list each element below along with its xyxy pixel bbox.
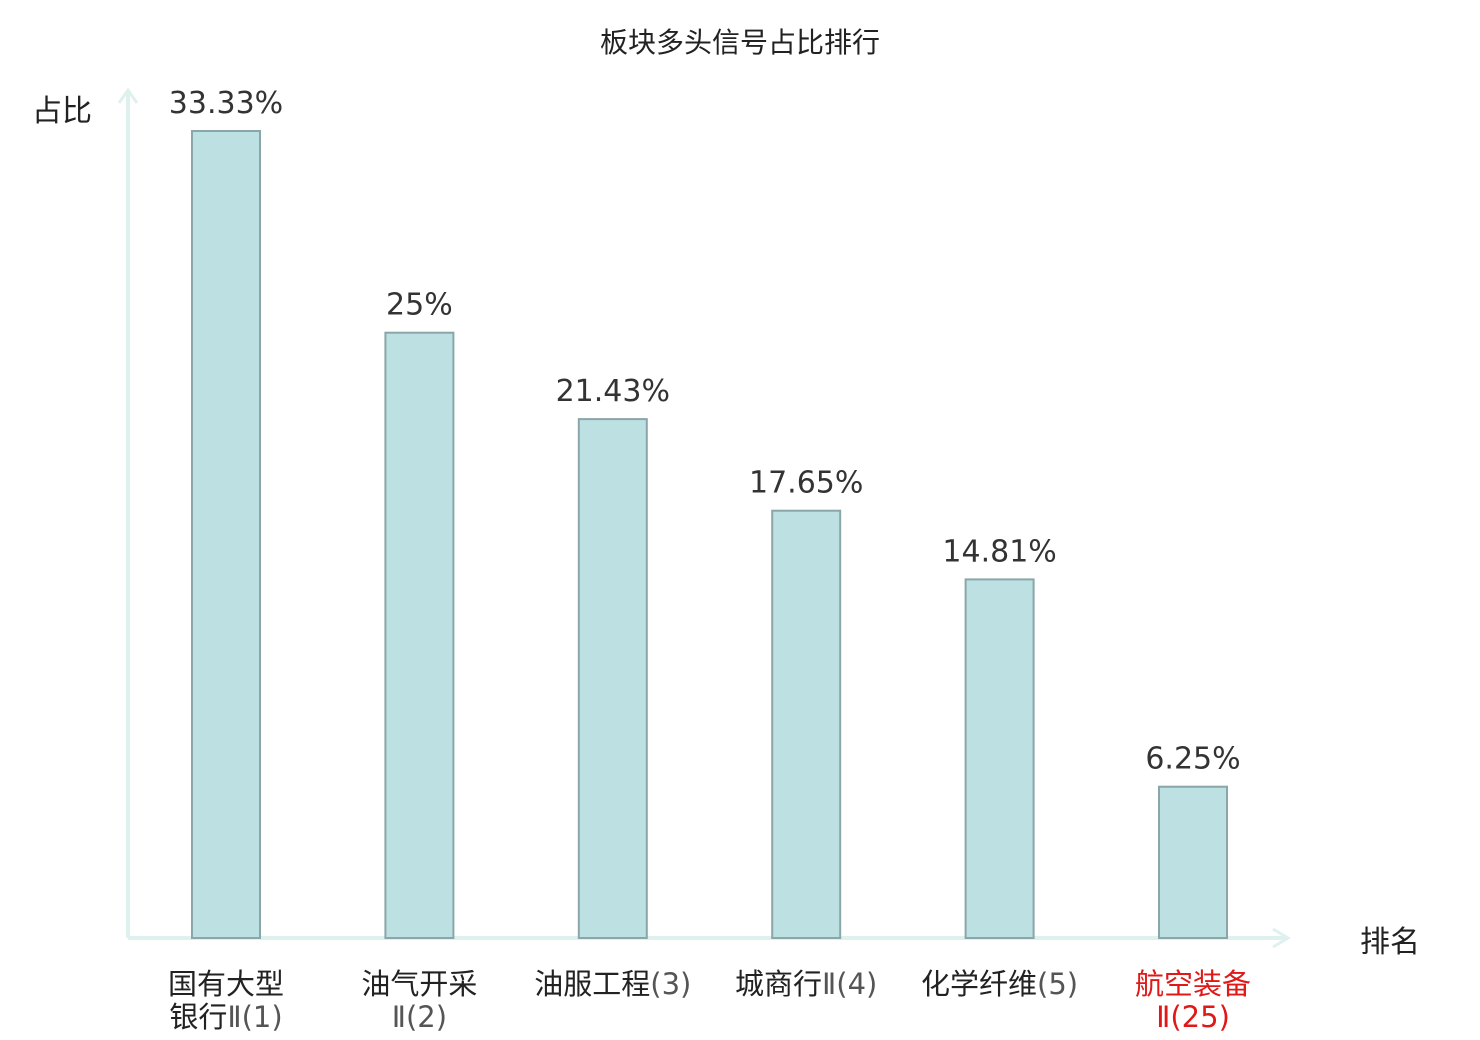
chart-title: 板块多头信号占比排行: [600, 26, 880, 59]
bar: [771, 509, 842, 939]
bar: [577, 418, 648, 940]
data-label: 6.25%: [1145, 742, 1240, 777]
data-label: 25%: [386, 288, 453, 323]
x-tick-label: 银行Ⅱ(1): [169, 1000, 282, 1034]
bar: [964, 578, 1035, 940]
x-tick-label: 航空装备: [1135, 967, 1251, 1001]
data-label: 14.81%: [942, 534, 1056, 569]
data-label: 33.33%: [169, 86, 283, 121]
bar: [384, 331, 455, 939]
bars-group: [191, 130, 1228, 940]
x-tick-label: 油气开采: [361, 967, 477, 1001]
x-axis-label: 排名: [1360, 925, 1420, 960]
x-axis: [128, 927, 1291, 949]
y-axis: [117, 87, 139, 938]
x-tick-label: 国有大型: [168, 967, 284, 1001]
x-tick-label: 化学纤维(5): [921, 967, 1078, 1001]
y-axis-arrow: [117, 87, 139, 104]
bar: [191, 130, 261, 939]
data-labels-group: 33.33% 25% 21.43% 17.65% 14.81% 6.25%: [169, 86, 1241, 777]
x-tick-label: Ⅱ(2): [392, 1000, 447, 1034]
x-axis-arrow: [1272, 927, 1291, 949]
data-label: 17.65%: [749, 466, 863, 501]
y-axis-label: 占比: [32, 94, 92, 129]
x-tick-label: 城商行Ⅱ(4): [735, 967, 877, 1001]
x-tick-label: 油服工程(3): [534, 967, 691, 1001]
bar: [1158, 785, 1228, 940]
data-label: 21.43%: [556, 374, 670, 409]
x-tick-label: Ⅱ(25): [1156, 1000, 1230, 1034]
